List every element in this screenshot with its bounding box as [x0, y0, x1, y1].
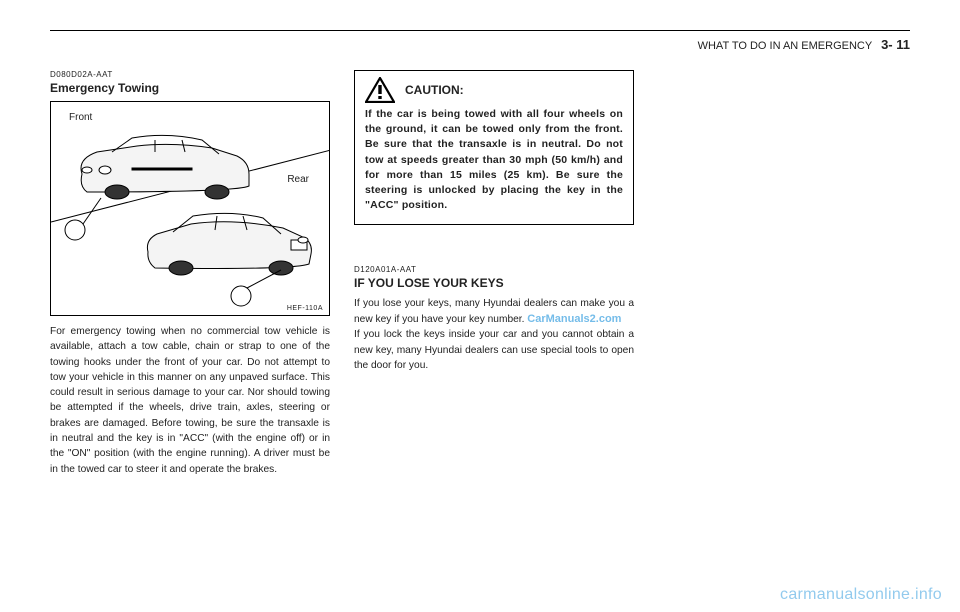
caution-body: If the car is being towed with all four …	[365, 107, 623, 214]
keys-section-title: IF YOU LOSE YOUR KEYS	[354, 276, 634, 290]
column-3	[658, 70, 938, 477]
caution-header: CAUTION:	[365, 77, 623, 103]
watermark-inline: CarManuals2.com	[527, 313, 621, 325]
caution-title: CAUTION:	[405, 83, 464, 97]
column-1: D080D02A-AAT Emergency Towing Front Rear	[50, 70, 330, 477]
page-number: 3- 11	[881, 37, 910, 52]
section-code: D080D02A-AAT	[50, 70, 330, 79]
keys-section-code: D120A01A-AAT	[354, 265, 634, 274]
manual-page: WHAT TO DO IN AN EMERGENCY 3- 11 D080D02…	[0, 0, 960, 612]
column-2: CAUTION: If the car is being towed with …	[354, 70, 634, 477]
watermark-bottom: carmanualsonline.info	[780, 586, 942, 604]
warning-triangle-icon	[365, 77, 395, 103]
page-header: WHAT TO DO IN AN EMERGENCY 3- 11	[50, 37, 910, 52]
content-columns: D080D02A-AAT Emergency Towing Front Rear	[50, 70, 910, 477]
header-rule	[50, 30, 910, 31]
keys-paragraph-2: If you lock the keys inside your car and…	[354, 327, 634, 373]
keys-body: If you lose your keys, many Hyundai deal…	[354, 296, 634, 374]
towing-body-text: For emergency towing when no commercial …	[50, 324, 330, 477]
figure-code: HEF-110A	[287, 305, 323, 312]
section-title-towing: Emergency Towing	[50, 81, 330, 95]
car-diagram-svg	[51, 102, 330, 316]
towing-figure: Front Rear	[50, 101, 330, 316]
figure-label-front: Front	[69, 112, 92, 123]
figure-label-rear: Rear	[287, 174, 309, 185]
chapter-title: WHAT TO DO IN AN EMERGENCY	[698, 40, 872, 52]
spacer	[354, 225, 634, 265]
caution-box: CAUTION: If the car is being towed with …	[354, 70, 634, 225]
